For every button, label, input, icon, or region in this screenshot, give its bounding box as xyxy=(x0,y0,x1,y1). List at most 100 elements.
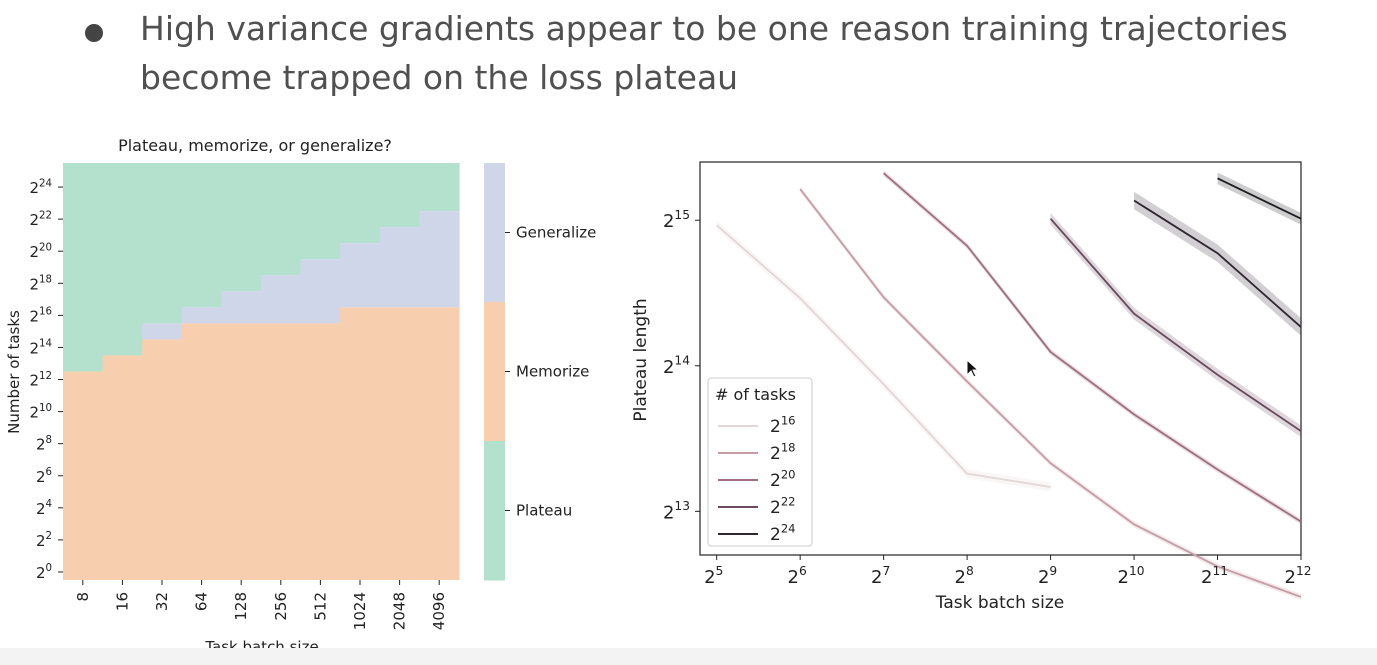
line-chart-x-tick-label-exponent: 10 xyxy=(1129,564,1145,578)
heatmap-y-tick-label-exponent: 12 xyxy=(39,371,52,382)
line-chart-x-tick-label-exponent: 11 xyxy=(1212,564,1228,578)
heatmap-x-tick-label: 128 xyxy=(232,592,250,621)
colorbar-label: Plateau xyxy=(516,502,572,520)
heatmap-memorize-cell xyxy=(102,355,143,580)
line-chart-x-tick-label-base: 2 xyxy=(1284,567,1295,588)
heatmap-plateau-cell xyxy=(340,163,381,244)
heatmap-y-tick-label-exponent: 16 xyxy=(39,307,52,318)
heatmap-memorize-cell xyxy=(300,323,341,580)
heatmap-generalize-cell xyxy=(261,275,302,324)
series-line xyxy=(1049,218,1302,432)
line-chart-y-tick-label: 213 xyxy=(663,499,690,523)
legend-entry-base: 2 xyxy=(770,417,781,437)
heatmap-y-tick-label-exponent: 0 xyxy=(46,563,52,574)
line-chart-x-tick-label: 26 xyxy=(788,564,807,588)
line-chart-x-tick-label: 25 xyxy=(704,564,723,588)
heatmap-generalize-cell xyxy=(379,227,420,308)
heatmap-generalize-cell xyxy=(340,243,381,308)
heatmap-y-tick-label-exponent: 20 xyxy=(39,242,52,253)
heatmap-generalize-cell xyxy=(142,323,183,340)
heatmap-y-tick-label: 28 xyxy=(36,435,52,454)
heatmap-generalize-cell xyxy=(300,259,341,324)
line-chart-x-axis-label: Task batch size xyxy=(935,593,1064,613)
heatmap-y-tick-label-exponent: 22 xyxy=(39,210,52,221)
line-chart-x-tick-label-base: 2 xyxy=(954,567,965,588)
legend-entry-exponent: 22 xyxy=(781,494,796,508)
heatmap-plateau-cell xyxy=(419,163,460,212)
series-line xyxy=(883,172,1302,523)
heatmap-y-tick-label: 220 xyxy=(29,242,52,261)
legend-entry-base: 2 xyxy=(770,525,781,545)
bottom-bar xyxy=(0,648,1377,665)
heatmap-memorize-cell xyxy=(419,307,460,580)
heatmap-y-tick-label: 24 xyxy=(36,499,52,518)
heatmap-y-tick-label-base: 2 xyxy=(36,468,46,486)
heatmap-memorize-cell xyxy=(221,323,262,580)
legend-box xyxy=(707,377,813,547)
legend-entry-exponent: 18 xyxy=(781,440,796,454)
heatmap-y-tick-label: 224 xyxy=(29,178,52,197)
heatmap-y-tick-label: 210 xyxy=(29,403,52,422)
heatmap-y-tick-label-exponent: 4 xyxy=(46,499,52,510)
colorbar-segment xyxy=(484,302,505,442)
heatmap-plateau-cell xyxy=(261,163,302,276)
heatmap-y-axis-label: Number of tasks xyxy=(5,310,23,434)
heatmap-y-tick-label: 216 xyxy=(29,307,52,326)
line-chart-y-tick-label-base: 2 xyxy=(663,502,674,523)
heatmap-y-tick-label: 26 xyxy=(36,467,52,486)
legend-entry: 216 xyxy=(770,413,796,437)
heatmap-y-tick-label-exponent: 2 xyxy=(46,531,52,542)
colorbar-segment xyxy=(484,441,505,581)
heatmap-y-tick-label: 20 xyxy=(36,563,52,582)
heatmap-x-tick-label: 4096 xyxy=(430,592,448,630)
heatmap-colorbar: Generalize Memorize Plateau xyxy=(484,163,596,581)
heatmap-memorize-cell xyxy=(181,323,222,580)
heatmap-generalize-cell xyxy=(221,291,262,324)
legend-entry: 218 xyxy=(770,440,796,464)
heatmap-memorize-cell xyxy=(340,307,381,580)
heatmap-y-tick-label-base: 2 xyxy=(36,436,46,454)
heatmap-memorize-cell xyxy=(63,371,104,580)
line-chart-y-tick-label-base: 2 xyxy=(663,211,674,232)
heatmap-plateau-cell xyxy=(102,163,143,356)
line-chart-x-tick-label: 28 xyxy=(954,564,973,588)
bullet-text: High variance gradients appear to be one… xyxy=(140,9,1288,97)
heatmap-y-tick-label-exponent: 10 xyxy=(39,403,52,414)
legend-entry: 224 xyxy=(770,521,796,545)
legend-entry-exponent: 24 xyxy=(781,521,796,535)
heatmap-y-tick-label-base: 2 xyxy=(29,339,39,357)
heatmap-y-tick-label: 22 xyxy=(36,531,52,550)
heatmap-memorize-cell xyxy=(379,307,420,580)
heatmap-y-tick-label: 212 xyxy=(29,371,52,390)
heatmap-y-tick-label-base: 2 xyxy=(29,211,39,229)
line-chart-x-tick-label-base: 2 xyxy=(871,567,882,588)
heatmap-y-tick-label-exponent: 18 xyxy=(39,275,52,286)
heatmap-y-tick-label-base: 2 xyxy=(36,500,46,518)
heatmap-x-tick-label: 512 xyxy=(311,592,329,621)
heatmap-y-tick-label-base: 2 xyxy=(36,564,46,582)
legend-entry: 220 xyxy=(770,467,796,491)
heatmap-x-tick-label: 2048 xyxy=(391,592,409,630)
legend-entry-base: 2 xyxy=(770,498,781,518)
heatmap-x-tick-label: 1024 xyxy=(351,592,369,630)
line-chart-x-tick-label-base: 2 xyxy=(788,567,799,588)
heatmap-memorize-cell xyxy=(142,339,183,580)
heatmap-y-tick-label-exponent: 24 xyxy=(39,178,52,189)
heatmap-title: Plateau, memorize, or generalize? xyxy=(118,136,392,155)
heatmap-memorize-cell xyxy=(261,323,302,580)
heatmap-y-tick-label-base: 2 xyxy=(29,404,39,422)
heatmap-plateau-cell xyxy=(379,163,420,228)
heatmap-y-tick-label: 218 xyxy=(29,275,52,294)
line-chart-x-tick-label: 29 xyxy=(1038,564,1057,588)
bullet-dot xyxy=(85,24,103,42)
line-chart-x-tick-label-exponent: 7 xyxy=(882,564,890,578)
heatmap-plateau-cell xyxy=(63,163,104,372)
heatmap-x-tick-label: 64 xyxy=(193,592,211,611)
heatmap-x-axis-label: Task batch size xyxy=(204,638,318,648)
line-chart-x-tick-label-base: 2 xyxy=(1038,567,1049,588)
heatmap-x-tick-label: 256 xyxy=(272,592,290,621)
series-line xyxy=(1133,199,1302,328)
colorbar-label: Memorize xyxy=(516,363,589,381)
